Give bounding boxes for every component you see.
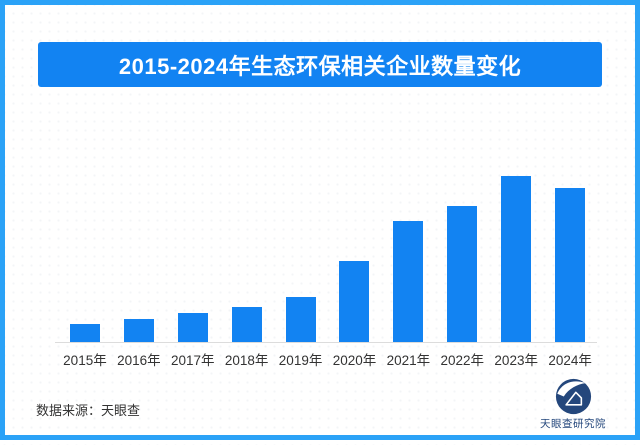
x-tick-label: 2024年 [548,353,592,368]
x-axis-tick-labels: 2015年 2016年 2017年 2018年 2019年 2020年 2021年 2022年… [58,349,597,369]
bar-chart-plot-area [58,176,597,342]
bar-column [112,176,166,342]
bar-column [435,176,489,342]
chart-title: 2015-2024年生态环保相关企业数量变化 [118,53,522,79]
chart-title-banner: 2015-2024年生态环保相关企业数量变化 [38,42,602,87]
bar-2016年 [123,319,154,342]
x-axis-line [55,342,597,343]
bar-2020年 [339,261,370,342]
bar-2019年 [285,297,316,342]
bar-2022年 [447,206,478,342]
x-tick-label: 2015年 [63,353,107,368]
bar-column [274,176,328,342]
x-tick-label: 2022年 [440,353,485,368]
bar-2017年 [177,313,208,342]
x-tick-label: 2023年 [494,353,538,368]
x-tick-label: 2017年 [170,353,215,368]
bar-column [58,176,112,342]
bar-2024年 [555,188,586,342]
bar-column [328,176,382,342]
bar-column [166,176,220,342]
x-tick-label: 2019年 [278,353,323,368]
bar-column [381,176,435,342]
bar-2018年 [231,307,262,342]
publisher-logo-block: 天眼查研究院 [535,378,611,431]
bar-2021年 [393,221,424,342]
x-tick-label: 2020年 [332,353,377,368]
bar-column [543,176,597,342]
x-tick-label: 2018年 [224,353,269,368]
bar-column [489,176,543,342]
data-source-note: 数据来源：天眼查 [36,403,141,418]
publisher-name: 天眼查研究院 [540,418,606,430]
bar-2015年 [69,324,100,342]
x-tick-label: 2021年 [386,353,431,368]
bar-2023年 [501,176,532,342]
bar-column [220,176,274,342]
tianyancha-logo-icon [555,378,591,415]
x-tick-label: 2016年 [117,353,161,368]
